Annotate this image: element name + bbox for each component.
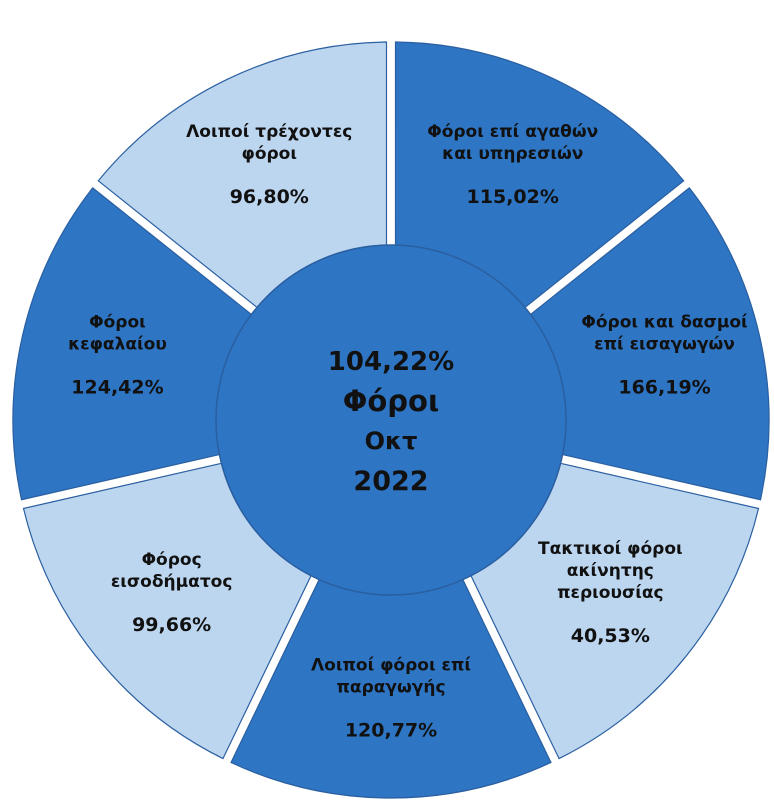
segment-3-label-line-1: Τακτικοί φόροι [538,539,683,559]
segment-2-label-line-2: επί εισαγωγών [594,335,735,355]
segment-2-value: 166,19% [618,377,710,399]
segment-5-label-line-2: εισοδήματος [111,572,233,592]
segment-3-label-line-3: περιουσίας [557,583,663,603]
segment-7-label-line-2: φόροι [242,144,297,164]
segments-group [12,41,770,799]
segment-4-label-line-1: Λοιποί φόροι επί [311,656,471,676]
segment-5-value: 99,66% [132,614,211,636]
center-month: Οκτ [365,427,418,455]
segment-2-label-line-1: Φόροι και δασμοί [581,313,747,333]
center-value: 104,22% [328,347,454,377]
center-label-group: 104,22% Φόροι Οκτ 2022 [328,347,454,497]
segment-1-value: 115,02% [467,186,559,208]
center-title: Φόροι [343,384,440,418]
segment-7-label-line-1: Λοιποί τρέχοντες [186,122,352,142]
segment-5-label-line-1: Φόρος [142,550,202,570]
segment-3-label-line-2: ακίνητης [567,561,654,581]
segment-3-value: 40,53% [571,625,650,647]
segment-1-label-line-2: και υπηρεσιών [442,144,583,164]
segment-4-value: 120,77% [345,720,437,742]
segment-6-value: 124,42% [71,377,163,399]
segment-6-label-line-1: Φόροι [89,313,146,333]
segment-7-value: 96,80% [230,186,309,208]
segment-6-label-line-2: κεφαλαίου [68,335,167,355]
segment-1-label-line-1: Φόροι επί αγαθών [427,122,598,142]
center-circle [215,244,567,596]
center-year: 2022 [353,466,428,497]
segment-4-label-line-2: παραγωγής [336,678,445,698]
